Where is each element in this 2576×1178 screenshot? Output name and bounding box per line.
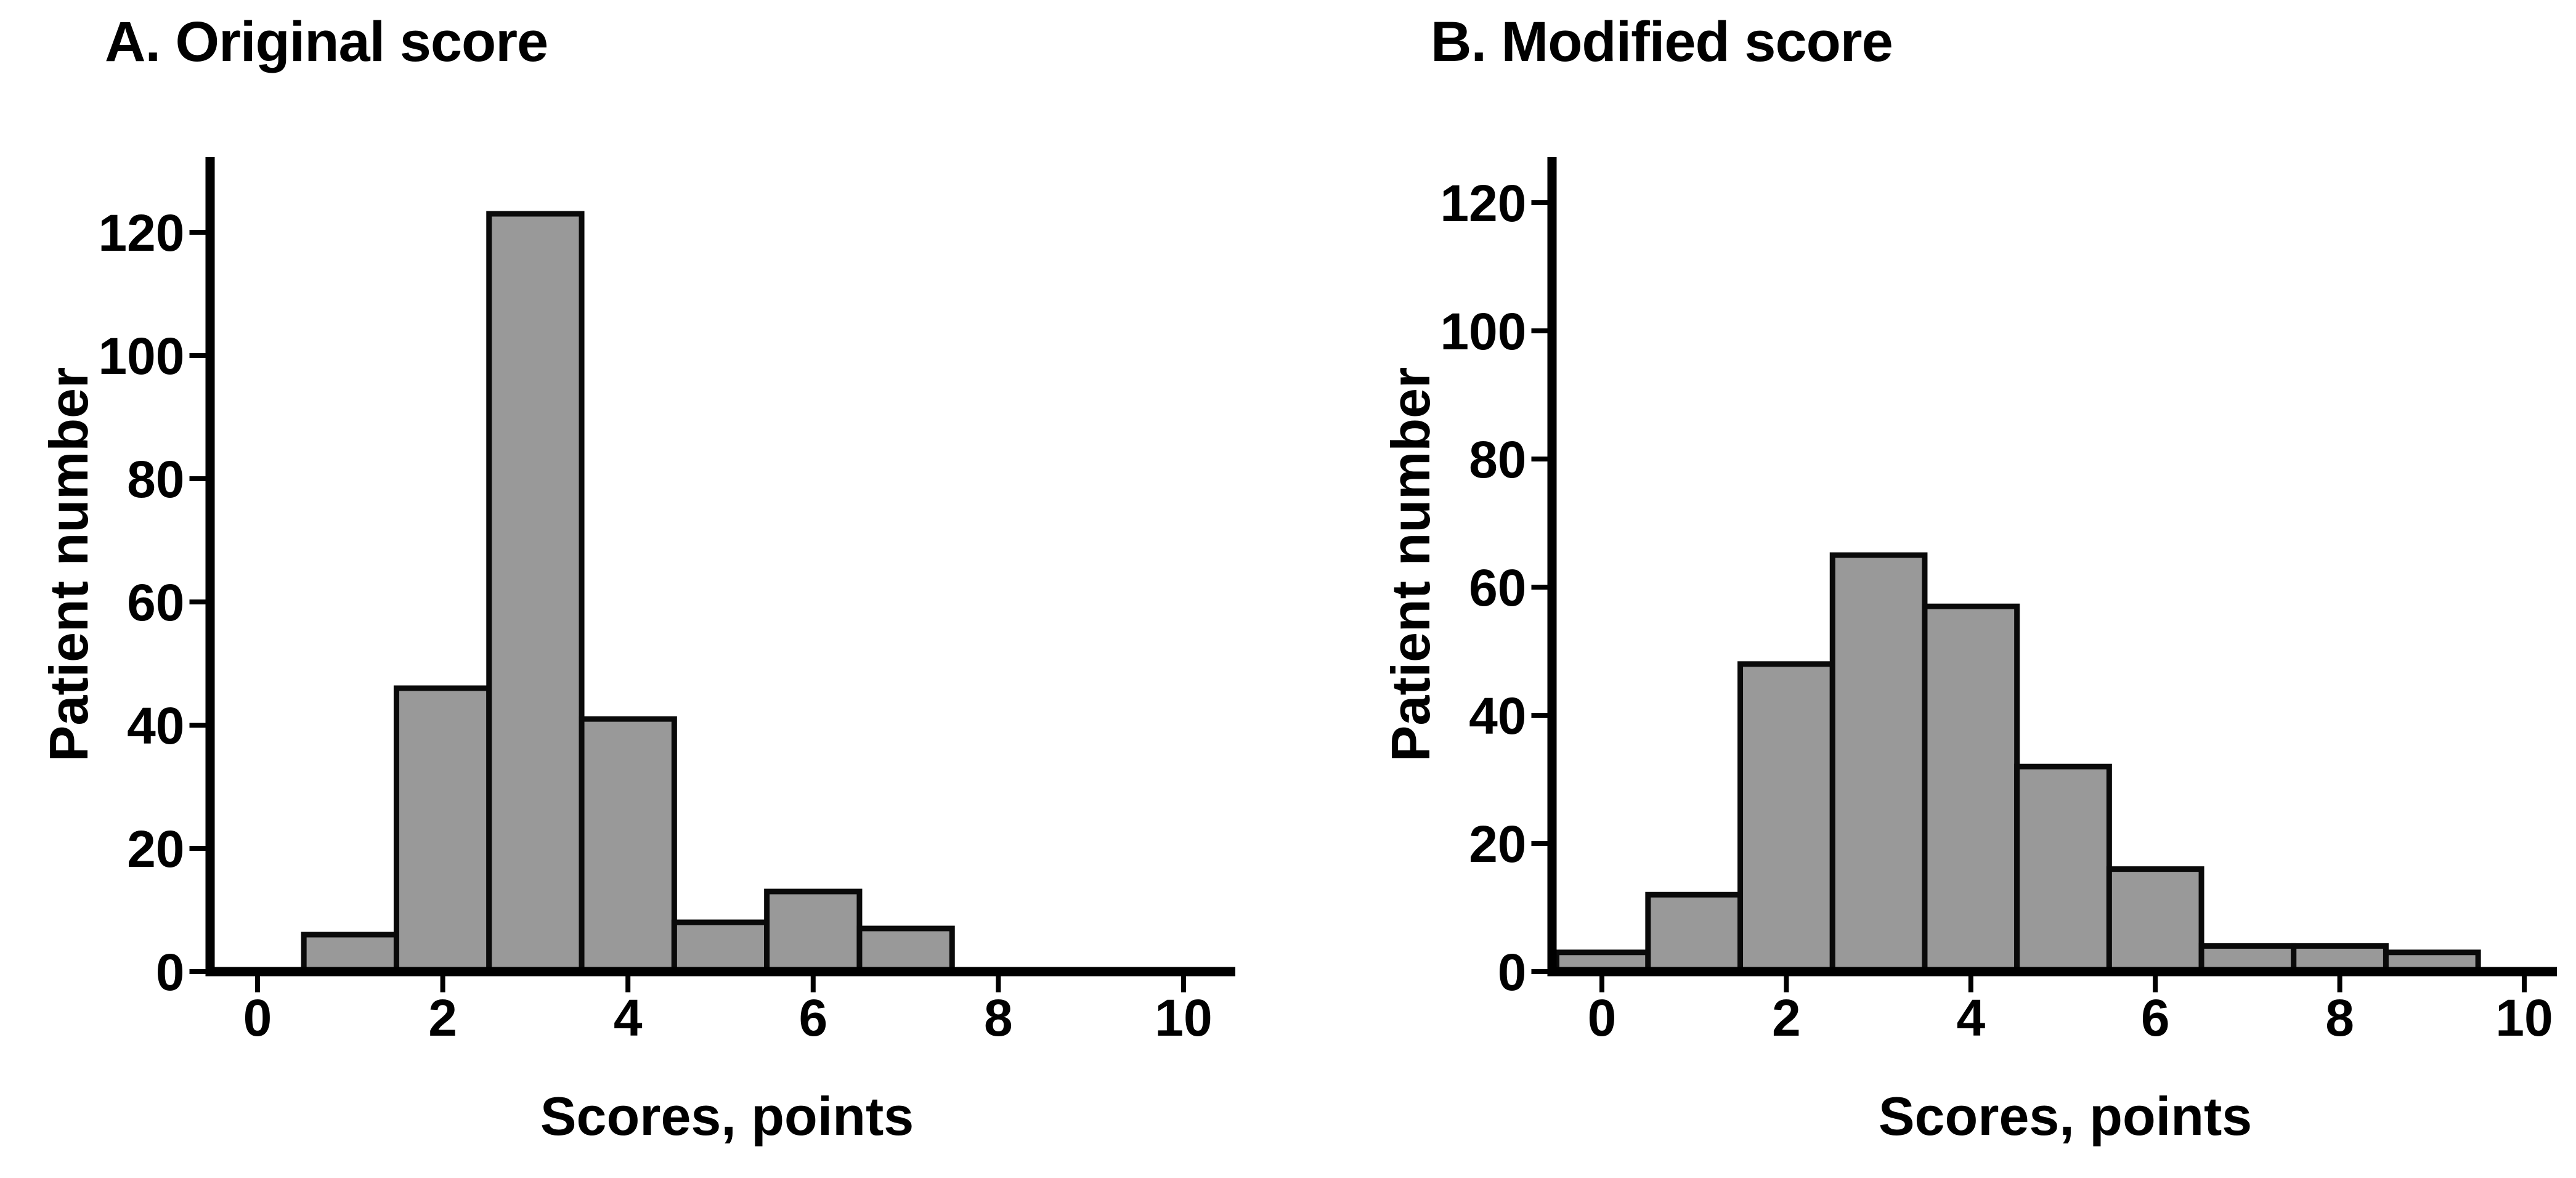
panel-b-bar-score-5 — [2014, 763, 2112, 975]
panel-a-y-tick-label-20: 20 — [127, 820, 184, 878]
panel-a-x-tick-label-8: 8 — [984, 989, 1013, 1047]
panel-b-y-tick-label-80: 80 — [1469, 431, 1526, 489]
panel-b-y-tick-label-40: 40 — [1469, 687, 1526, 745]
panel-b-y-tick-label-100: 100 — [1440, 303, 1526, 360]
panel-a-bar-score-3 — [486, 211, 585, 975]
panel-b-y-axis-label: Patient number — [1380, 367, 1441, 762]
panel-b-bar-score-3 — [1829, 552, 1928, 975]
panel-a-y-tick-label-40: 40 — [127, 697, 184, 755]
panel-a-y-tick-label-0: 0 — [156, 943, 185, 1001]
panel-b-x-axis-label: Scores, points — [1878, 1086, 2253, 1147]
panel-a-x-tick-label-0: 0 — [243, 989, 272, 1047]
panel-b-y-tick-label-0: 0 — [1498, 943, 1527, 1001]
panel-b-x-tick-label-0: 0 — [1588, 989, 1617, 1047]
panel-b-x-tick-label-10: 10 — [2495, 989, 2553, 1047]
panel-b-y-tick-label-20: 20 — [1469, 815, 1526, 873]
panel-a-y-tick-label-80: 80 — [127, 450, 184, 508]
panel-b-title: B. Modified score — [1431, 10, 1893, 73]
panel-a-bar-score-4 — [579, 716, 677, 975]
panel-b-x-tick-label-6: 6 — [2141, 989, 2170, 1047]
panel-a-bar-score-2 — [393, 685, 492, 975]
panel-a-x-tick-label-2: 2 — [428, 989, 457, 1047]
panel-a-x-tick-label-4: 4 — [614, 989, 643, 1047]
panel-a-x-tick-label-10: 10 — [1155, 989, 1212, 1047]
panel-a-bar-score-7 — [856, 925, 955, 975]
panel-b-bar-score-6 — [2106, 866, 2204, 975]
panel-b-y-tick-label-60: 60 — [1469, 559, 1526, 617]
panel-a-y-tick-label-60: 60 — [127, 574, 184, 632]
panel-b-bar-score-4 — [1922, 603, 2020, 975]
panel-b-y-tick-label-120: 120 — [1440, 174, 1526, 232]
panel-a-x-tick-label-6: 6 — [798, 989, 827, 1047]
panel-b-x-tick-label-2: 2 — [1772, 989, 1801, 1047]
panel-a-title: A. Original score — [105, 10, 548, 73]
panel-a-y-axis-label: Patient number — [38, 367, 99, 762]
panel-b-bar-score-2 — [1737, 661, 1835, 975]
panel-b-x-tick-label-8: 8 — [2325, 989, 2354, 1047]
panel-a-bar-score-5 — [671, 919, 770, 975]
panel-a-x-axis-label: Scores, points — [540, 1086, 914, 1147]
panel-b-x-tick-label-4: 4 — [1956, 989, 1985, 1047]
panel-a-y-tick-label-120: 120 — [98, 204, 184, 262]
panel-b-bar-score-1 — [1645, 892, 1744, 975]
panel-a-bar-score-6 — [764, 888, 863, 975]
panel-a-bar-score-1 — [301, 932, 399, 975]
panel-a-y-tick-label-100: 100 — [98, 327, 184, 385]
